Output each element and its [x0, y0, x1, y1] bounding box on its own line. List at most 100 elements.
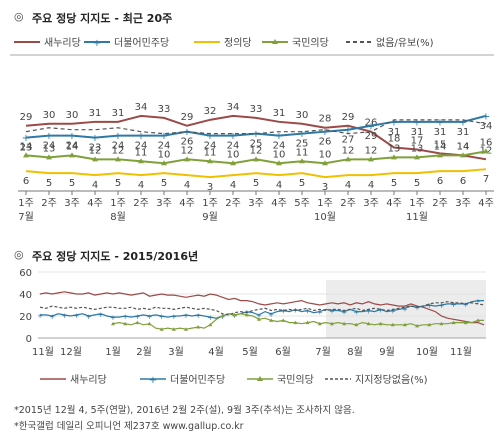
data-label-gungmin: 10 [158, 149, 171, 160]
point-minjoo: + [61, 312, 67, 320]
data-label-jeongui: 5 [414, 178, 420, 189]
x-tick-label: 1주 [317, 198, 333, 209]
x-month-label: 8월 [110, 211, 126, 223]
data-label-minjoo: 24 [204, 141, 217, 152]
point-minjoo: + [110, 314, 116, 322]
data-label-saenuri: 18 [388, 133, 401, 144]
point-minjoo: + [298, 129, 306, 140]
x-month-label: 11월 [406, 211, 428, 223]
data-label-jeongui: 3 [322, 182, 328, 193]
point-minjoo: + [367, 121, 375, 132]
point-minjoo: + [482, 111, 490, 122]
x-month-label: 11월 [450, 346, 472, 358]
point-minjoo: + [160, 131, 168, 142]
point-gungmin [345, 156, 351, 162]
data-label-minjoo: 24 [112, 141, 125, 152]
data-label-gungmin: 14 [66, 141, 79, 152]
footnote-source: *한국갤럽 데일리 오피니언 제237호 www.gallup.co.kr [14, 421, 244, 432]
point-minjoo: + [366, 308, 372, 316]
data-label-gungmin: 11 [296, 147, 309, 158]
x-month-label: 3월 [168, 346, 184, 358]
data-label-saenuri: 31 [112, 108, 125, 119]
data-label-minjoo: 24 [43, 141, 56, 152]
point-gungmin [46, 154, 52, 160]
point-gungmin [276, 160, 282, 166]
x-tick-label: 2주 [133, 198, 149, 209]
data-label-saenuri: 29 [342, 112, 355, 123]
point-minjoo: + [206, 131, 214, 142]
data-label-gungmin: 14 [457, 141, 470, 152]
point-minjoo: + [183, 312, 189, 320]
x-month-label: 1월 [105, 346, 121, 358]
legend-label-gungmin: 국민의당 [277, 374, 314, 386]
data-label-jeongui: 7 [483, 174, 489, 185]
data-label-jeongui: 4 [368, 180, 374, 191]
point-minjoo: + [329, 308, 335, 316]
x-tick-label: 3주 [363, 198, 379, 209]
point-gungmin [414, 154, 420, 160]
point-minjoo: + [37, 312, 43, 320]
point-minjoo: + [195, 312, 201, 320]
data-label-gungmin: 13 [43, 143, 56, 154]
data-label-saenuri: 31 [273, 108, 286, 119]
point-gungmin [460, 152, 466, 158]
point-gungmin [230, 160, 236, 166]
data-label-saenuri: 17 [411, 135, 424, 146]
data-label-jeongui: 6 [460, 176, 466, 187]
y-tick-label: 60 [19, 268, 32, 279]
point-minjoo: + [353, 309, 359, 317]
data-label-minjoo: 31 [457, 127, 470, 138]
x-tick-label: 3주 [248, 198, 264, 209]
data-label-gungmin: 14 [434, 141, 447, 152]
point-minjoo: + [68, 131, 76, 142]
point-minjoo: + [49, 313, 55, 321]
data-label-gungmin: 13 [411, 143, 424, 154]
series-line-saenuri [39, 291, 485, 326]
data-label-saenuri: 34 [227, 102, 240, 113]
data-label-minjoo: 29 [365, 131, 378, 142]
point-minjoo: + [86, 313, 92, 321]
data-label-minjoo: 25 [250, 139, 263, 150]
point-minjoo: + [98, 311, 104, 319]
legend-label-saenuri: 새누리당 [44, 37, 81, 49]
point-minjoo: + [413, 117, 421, 128]
point-minjoo: + [268, 311, 274, 319]
data-label-gungmin: 12 [342, 145, 355, 156]
x-tick-label: 3주 [64, 198, 80, 209]
series-line-gungmin [112, 313, 484, 330]
data-label-minjoo: 27 [342, 135, 355, 146]
data-label-jeongui: 5 [253, 178, 259, 189]
x-tick-label: 2주 [225, 198, 241, 209]
series-line-jeongui [25, 168, 487, 179]
data-label-jeongui: 5 [299, 178, 305, 189]
x-month-label: 2월 [136, 346, 152, 358]
point-gungmin [391, 154, 397, 160]
point-minjoo: + [22, 133, 30, 144]
point-minjoo: + [436, 117, 444, 128]
data-label-jeongui: 5 [69, 178, 75, 189]
x-tick-label: 2주 [41, 198, 57, 209]
point-minjoo: + [463, 301, 469, 309]
data-label-gungmin: 12 [181, 145, 194, 156]
point-minjoo: + [147, 313, 153, 321]
data-label-minjoo: 23 [89, 143, 102, 154]
data-label-gungmin: 16 [480, 137, 493, 148]
point-gungmin [184, 156, 190, 162]
data-label-saenuri: 30 [296, 110, 309, 121]
data-label-minjoo: 23 [20, 143, 33, 154]
point-minjoo: + [91, 133, 99, 144]
point-gungmin [437, 152, 443, 158]
data-label-gungmin: 11 [204, 147, 217, 158]
x-month-label: 9월 [202, 211, 218, 223]
data-label-gungmin: 10 [273, 149, 286, 160]
data-label-jeongui: 4 [138, 180, 144, 191]
data-label-minjoo: 26 [181, 137, 194, 148]
point-minjoo: + [207, 314, 213, 322]
series-line-none [39, 301, 485, 316]
point-gungmin [69, 152, 75, 158]
point-minjoo: + [159, 313, 165, 321]
x-tick-label: 1주 [18, 198, 34, 209]
point-minjoo: + [390, 308, 396, 316]
